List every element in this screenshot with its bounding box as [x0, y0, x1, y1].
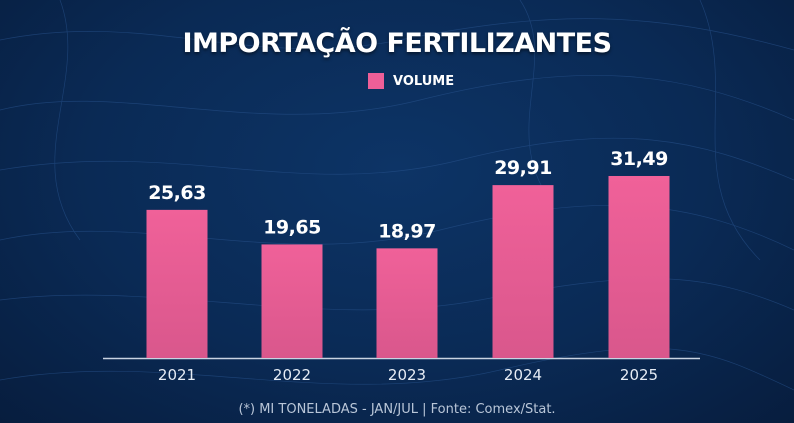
x-tick-label-2023: 2023 — [388, 366, 426, 384]
legend: VOLUME — [368, 73, 454, 89]
legend-swatch — [368, 73, 384, 89]
x-tick-label-2024: 2024 — [504, 366, 542, 384]
data-label-2022: 19,65 — [263, 216, 321, 238]
data-label-2021: 25,63 — [148, 182, 206, 204]
footnote: (*) MI TONELADAS - JAN/JUL | Fonte: Come… — [238, 402, 556, 417]
bar-2025 — [608, 175, 670, 358]
data-label-2024: 29,91 — [494, 157, 552, 179]
bar-2023 — [376, 248, 438, 358]
bar-2024 — [492, 185, 554, 358]
x-tick-label-2025: 2025 — [620, 366, 658, 384]
bar-2021 — [146, 209, 208, 358]
chart-title: IMPORTAÇÃO FERTILIZANTES — [182, 28, 612, 59]
data-label-2023: 18,97 — [378, 220, 436, 242]
x-tick-label-2021: 2021 — [158, 366, 196, 384]
x-tick-label-2022: 2022 — [273, 366, 311, 384]
data-label-2025: 31,49 — [610, 148, 668, 170]
bar-2022 — [261, 244, 323, 358]
legend-label: VOLUME — [393, 73, 455, 89]
